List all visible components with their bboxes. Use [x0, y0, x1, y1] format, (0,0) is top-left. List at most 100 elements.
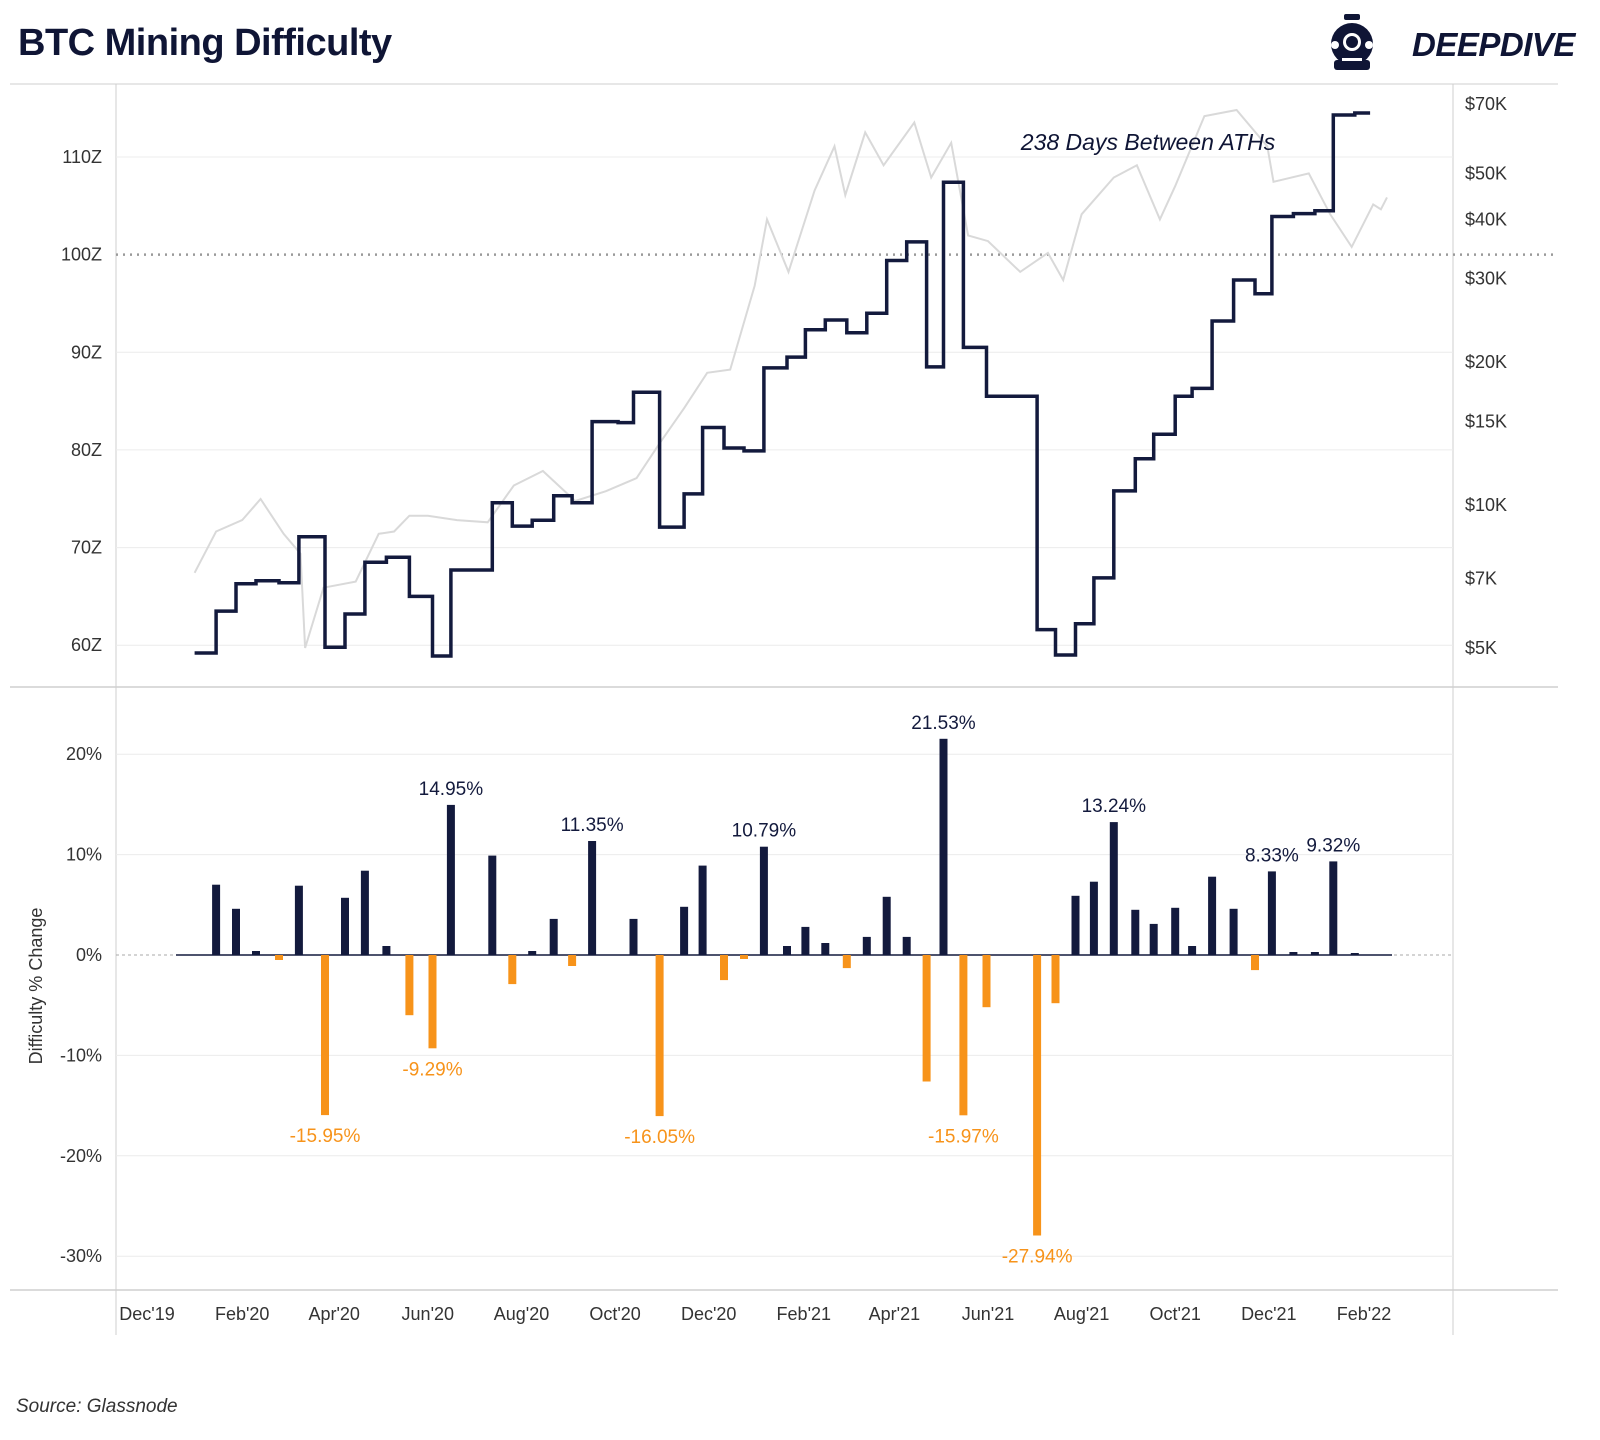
difficulty-change-bar [1131, 909, 1140, 955]
difficulty-change-bar [902, 936, 911, 955]
difficulty-change-bar [275, 955, 283, 960]
difficulty-change-bar [783, 946, 791, 955]
bottom-y-axis-label: Difficulty % Change [26, 908, 46, 1065]
bar-data-label: -15.97% [928, 1126, 999, 1147]
bar-data-label: 14.95% [419, 779, 484, 800]
difficulty-change-bar [446, 804, 455, 955]
bar-data-label: 11.35% [561, 815, 624, 836]
x-axis-tick-label: Dec'21 [1241, 1304, 1296, 1324]
difficulty-change-bar [1149, 923, 1158, 955]
bottom-axis-tick-label: -10% [60, 1045, 102, 1065]
right-axis-tick-label: $20K [1465, 352, 1507, 372]
left-axis-tick-label: 80Z [71, 440, 102, 460]
bar-data-label: 21.53% [911, 713, 976, 734]
x-axis-tick-label: Oct'20 [589, 1304, 640, 1324]
difficulty-change-bar [759, 846, 768, 955]
left-axis-tick-label: 70Z [71, 538, 102, 558]
difficulty-change-bar [405, 955, 414, 1016]
bottom-axis-tick-label: 0% [76, 945, 102, 965]
difficulty-change-bar [882, 896, 891, 955]
x-axis-tick-label: Feb'21 [777, 1304, 831, 1324]
price-series-line [193, 108, 1388, 649]
x-axis-tick-label: Aug'20 [494, 1304, 550, 1324]
left-axis-tick-label: 90Z [71, 342, 102, 362]
x-axis-tick-label: Jun'20 [402, 1304, 454, 1324]
x-axis-tick-label: Feb'20 [215, 1304, 269, 1324]
right-axis-tick-label: $15K [1465, 412, 1507, 432]
right-axis-tick-label: $70K [1465, 94, 1507, 114]
difficulty-change-bar [959, 955, 968, 1116]
difficulty-change-bar [680, 906, 689, 955]
difficulty-change-bar [1033, 955, 1042, 1236]
difficulty-change-bar [382, 946, 391, 955]
difficulty-change-bar [1188, 946, 1197, 955]
right-axis-tick-label: $5K [1465, 638, 1497, 658]
x-axis-tick-label: Apr'20 [308, 1304, 359, 1324]
bar-data-label: -27.94% [1002, 1247, 1073, 1268]
bottom-axis-tick-label: 20% [66, 744, 102, 764]
x-axis-tick-label: Feb'22 [1337, 1304, 1391, 1324]
difficulty-change-bar [252, 951, 260, 955]
left-axis-tick-label: 60Z [71, 635, 102, 655]
difficulty-change-bar [321, 955, 329, 1116]
difficulty-change-bar [294, 885, 303, 955]
difficulty-series-line [194, 111, 1371, 658]
bar-data-label: 9.32% [1306, 835, 1360, 856]
difficulty-change-bar [428, 955, 437, 1049]
difficulty-change-bar [982, 955, 991, 1008]
bottom-axis-tick-label: -30% [60, 1246, 102, 1266]
source-note: Source: Glassnode [16, 1396, 178, 1417]
difficulty-change-bar [821, 943, 830, 955]
difficulty-change-bar [1071, 895, 1080, 955]
x-axis-tick-label: Apr'21 [869, 1304, 920, 1324]
right-axis-tick-label: $50K [1465, 163, 1507, 183]
difficulty-change-bar [508, 955, 517, 985]
difficulty-change-bar [212, 884, 221, 955]
right-axis-tick-label: $40K [1465, 209, 1507, 229]
x-axis-tick-label: Jun'21 [962, 1304, 1014, 1324]
left-axis-tick-label: 110Z [62, 147, 102, 167]
difficulty-change-bar [922, 955, 931, 1082]
difficulty-change-bar [549, 918, 558, 955]
diving-helmet-icon [1331, 14, 1373, 70]
difficulty-change-bar [588, 841, 597, 955]
difficulty-change-bar [1051, 955, 1060, 1004]
bar-data-label: 13.24% [1082, 796, 1147, 817]
difficulty-change-bar [740, 955, 748, 959]
x-axis-tick-label: Dec'19 [119, 1304, 174, 1324]
difficulty-change-bar [568, 955, 577, 966]
difficulty-change-bar [629, 918, 638, 955]
difficulty-change-bar [1109, 822, 1118, 955]
bar-data-label: 10.79% [732, 821, 797, 842]
x-axis-tick-label: Oct'21 [1149, 1304, 1200, 1324]
right-axis-tick-label: $10K [1465, 495, 1507, 515]
difficulty-change-bar [360, 870, 369, 955]
left-axis-tick-label: 100Z [61, 245, 102, 265]
difficulty-change-bar [1229, 908, 1238, 955]
difficulty-change-bar [862, 936, 871, 955]
bar-data-label: 8.33% [1245, 845, 1299, 866]
bar-data-label: -9.29% [402, 1059, 462, 1080]
bar-data-label: -15.95% [290, 1126, 361, 1147]
difficulty-change-bar [1267, 871, 1276, 955]
bottom-axis-tick-label: 10% [66, 845, 102, 865]
difficulty-change-bar [232, 908, 240, 955]
bar-data-label: -16.05% [624, 1127, 695, 1148]
difficulty-change-bar [488, 855, 497, 955]
difficulty-change-bar [1089, 881, 1098, 955]
difficulty-change-bar [1329, 861, 1338, 955]
difficulty-change-bar [698, 865, 707, 955]
difficulty-change-bar [1171, 907, 1180, 955]
difficulty-change-bar [801, 926, 810, 955]
difficulty-change-bar [341, 897, 349, 955]
logo-text: DEEPDIVE [1412, 26, 1575, 63]
x-axis-tick-label: Dec'20 [681, 1304, 736, 1324]
ath-annotation: 238 Days Between ATHs [1020, 129, 1276, 155]
bottom-axis-tick-label: -20% [60, 1146, 102, 1166]
chart-canvas: 60Z 70Z 80Z 90Z 100Z 110Z $5K $7K $10K $15K $20K $3… [10, 83, 1558, 1335]
x-axis-tick-label: Aug'21 [1054, 1304, 1110, 1324]
difficulty-change-bar [655, 955, 664, 1117]
difficulty-change-bar [1310, 952, 1319, 955]
difficulty-change-bar [720, 955, 728, 981]
difficulty-change-bar [1350, 953, 1359, 955]
